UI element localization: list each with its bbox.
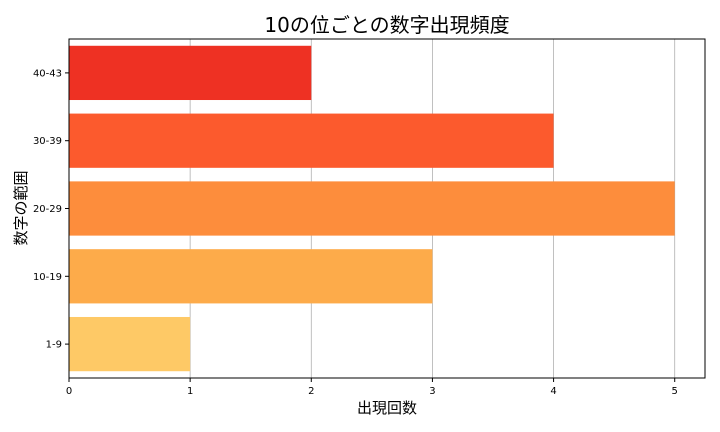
x-axis-label: 出現回数 <box>357 399 417 417</box>
x-axis-ticks: 0 1 2 3 4 5 <box>66 378 678 397</box>
y-axis-ticks: 1-9 10-19 20-29 30-39 40-43 <box>33 68 69 351</box>
bars <box>69 45 675 372</box>
x-tick-label: 3 <box>429 386 435 397</box>
bar-30-39 <box>69 113 554 168</box>
x-tick-label: 0 <box>66 386 72 397</box>
bar-1-9 <box>69 316 191 372</box>
bar-40-43 <box>69 45 312 101</box>
y-tick-label: 40-43 <box>33 68 62 79</box>
bar-20-29 <box>69 181 675 236</box>
bar-10-19 <box>69 249 433 304</box>
y-tick-label: 10-19 <box>33 272 62 283</box>
chart-title: 10の位ごとの数字出現頻度 <box>264 13 509 37</box>
x-tick-label: 1 <box>187 386 193 397</box>
x-tick-label: 4 <box>550 386 556 397</box>
y-tick-label: 1-9 <box>46 340 62 351</box>
y-tick-label: 20-29 <box>33 204 62 215</box>
y-tick-label: 30-39 <box>33 136 62 147</box>
y-axis-label: 数字の範囲 <box>12 170 30 245</box>
x-tick-label: 2 <box>308 386 314 397</box>
x-tick-label: 5 <box>672 386 678 397</box>
